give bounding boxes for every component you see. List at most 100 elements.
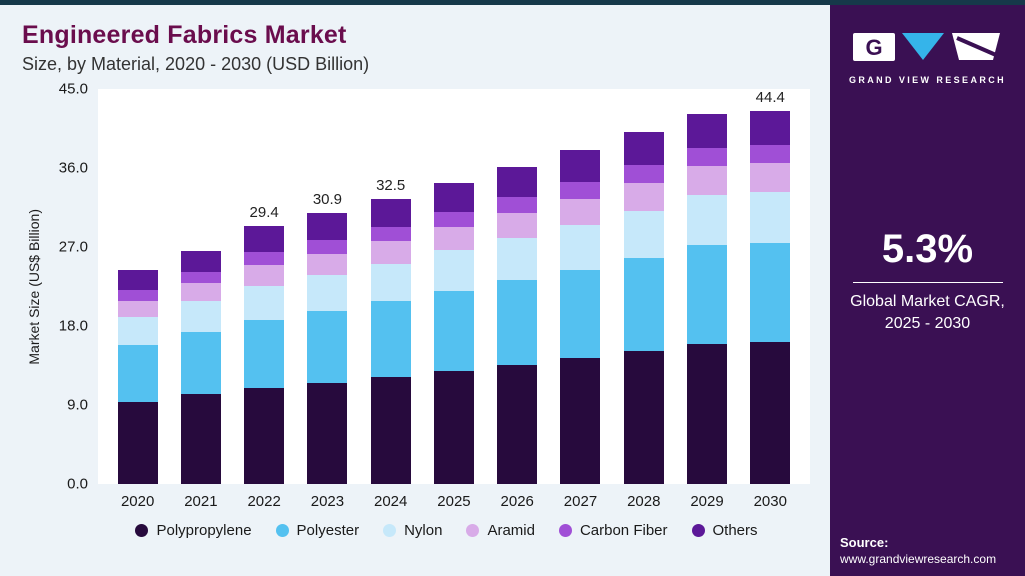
segment-polypropylene <box>307 383 348 484</box>
bar-2023: 30.9 <box>307 89 348 484</box>
page-layout: Engineered Fabrics Market Size, by Mater… <box>0 5 1025 576</box>
segment-nylon <box>180 301 221 333</box>
segment-carbon-fiber <box>750 144 791 164</box>
segment-carbon-fiber <box>117 290 158 301</box>
legend-item-carbon-fiber: Carbon Fiber <box>558 522 668 539</box>
segment-polyester <box>623 258 664 352</box>
legend-label: Aramid <box>487 522 535 539</box>
segment-carbon-fiber <box>244 252 285 266</box>
segment-polyester <box>750 242 791 342</box>
segment-others <box>307 212 348 240</box>
y-axis-title: Market Size (US$ Billion) <box>22 89 46 484</box>
segment-aramid <box>117 300 158 318</box>
segment-others <box>687 113 728 148</box>
x-tick-label: 2025 <box>437 492 471 510</box>
segment-aramid <box>244 265 285 286</box>
bar-2029 <box>687 89 728 484</box>
segment-aramid <box>307 254 348 276</box>
bar-total-label: 29.4 <box>249 203 279 221</box>
segment-nylon <box>497 238 538 281</box>
bar-stack <box>180 250 221 484</box>
segment-polypropylene <box>497 364 538 484</box>
x-tick-label: 2027 <box>563 492 598 510</box>
cagr-caption-line1: Global Market CAGR, <box>850 293 1005 310</box>
segment-polyester <box>497 280 538 365</box>
segment-polypropylene <box>687 343 728 484</box>
segment-others <box>244 225 285 253</box>
segment-polypropylene <box>560 358 601 484</box>
stacked-bar-chart: Market Size (US$ Billion) 0.0 9.0 18.0 27.0… <box>22 81 816 518</box>
bar-stack <box>687 113 728 484</box>
legend-label: Polyester <box>296 522 360 539</box>
x-tick-label: 2024 <box>374 492 408 510</box>
segment-carbon-fiber <box>560 182 601 199</box>
legend-label: Others <box>712 522 758 539</box>
segment-polypropylene <box>117 402 158 484</box>
legend-item-nylon: Nylon <box>383 522 442 539</box>
segment-aramid <box>433 226 474 251</box>
segment-polypropylene <box>750 341 791 484</box>
segment-polyester <box>307 311 348 384</box>
sidebar: G GRAND VIEW RESEARCH 5.3% Global Market… <box>830 5 1025 576</box>
bar-2026 <box>497 89 538 484</box>
y-tick-label: 9.0 <box>67 396 88 414</box>
segment-others <box>180 250 221 272</box>
legend-swatch-icon <box>691 524 705 537</box>
legend-label: Polypropylene <box>156 522 252 539</box>
segment-nylon <box>244 285 285 320</box>
segment-others <box>497 167 538 197</box>
y-tick-label: 0.0 <box>67 475 88 493</box>
segment-nylon <box>307 275 348 312</box>
logo: G GRAND VIEW RESEARCH <box>849 31 1006 85</box>
x-tick-label: 2020 <box>120 492 155 510</box>
segment-nylon <box>687 195 728 246</box>
y-tick-label: 18.0 <box>58 317 88 335</box>
segment-carbon-fiber <box>370 226 411 241</box>
segment-polypropylene <box>433 370 474 484</box>
segment-aramid <box>497 212 538 239</box>
segment-nylon <box>370 263 411 302</box>
legend-swatch-icon <box>558 524 572 537</box>
cagr-block: 5.3% Global Market CAGR, 2025 - 2030 <box>830 227 1025 334</box>
segment-carbon-fiber <box>497 196 538 213</box>
legend-label: Carbon Fiber <box>579 522 668 539</box>
bar-2024: 32.5 <box>370 89 411 484</box>
legend-item-polypropylene: Polypropylene <box>135 522 252 539</box>
legend-item-polyester: Polyester <box>275 522 360 539</box>
bar-total-label: 32.5 <box>376 176 406 194</box>
bar-stack <box>307 212 348 484</box>
segment-nylon <box>750 192 791 243</box>
bar-2027 <box>560 89 601 484</box>
segment-others <box>750 111 791 145</box>
source-label: Source: <box>840 535 889 550</box>
bar-stack <box>497 167 538 484</box>
segment-carbon-fiber <box>433 211 474 227</box>
y-tick-label: 36.0 <box>58 159 88 177</box>
segment-others <box>370 198 411 227</box>
source-url: www.grandviewresearch.com <box>840 552 997 566</box>
bar-2022: 29.4 <box>244 89 285 484</box>
plot-column: 29.4 30.9 32.5 44.4 2020 2021 2022 2023 2024 202… <box>98 89 810 518</box>
y-tick-label: 45.0 <box>58 80 88 98</box>
bar-total-label: 30.9 <box>312 190 343 208</box>
cagr-value: 5.3% <box>881 227 974 271</box>
segment-others <box>433 182 474 212</box>
segment-polyester <box>244 319 285 389</box>
segment-aramid <box>687 166 728 196</box>
segment-aramid <box>370 240 411 264</box>
segment-polypropylene <box>623 351 664 484</box>
bar-stack <box>244 225 285 484</box>
cagr-caption-line2: 2025 - 2030 <box>884 314 971 332</box>
segment-aramid <box>180 282 221 302</box>
bar-stack <box>750 111 791 484</box>
legend-item-aramid: Aramid <box>466 522 535 539</box>
legend-swatch-icon <box>135 524 149 537</box>
segment-nylon <box>560 225 601 270</box>
bar-2020 <box>117 89 158 484</box>
chart-panel: Engineered Fabrics Market Size, by Mater… <box>0 5 830 576</box>
segment-polyester <box>433 290 474 371</box>
segment-polyester <box>180 332 221 395</box>
segment-polypropylene <box>244 388 285 484</box>
y-axis-title-text: Market Size (US$ Billion) <box>26 208 42 365</box>
segment-polyester <box>117 345 158 403</box>
